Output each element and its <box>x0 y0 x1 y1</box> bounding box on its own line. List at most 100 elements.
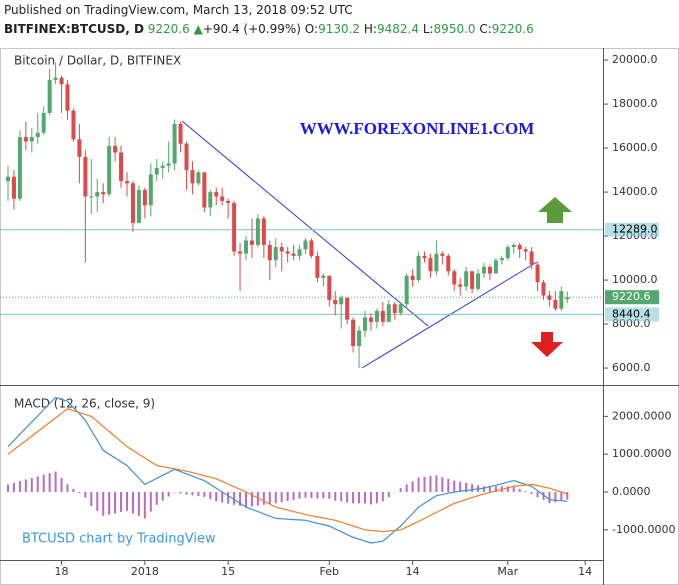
histogram-bar <box>203 491 206 497</box>
histogram-bar <box>465 482 468 492</box>
x-tick-label: 14 <box>406 565 420 578</box>
candle-body <box>476 273 481 289</box>
up-mark: ▲ <box>193 22 203 36</box>
candle-body <box>6 176 10 182</box>
y-tick-label: 1000.0000 <box>612 447 672 460</box>
histogram-bar <box>328 491 331 499</box>
histogram-bar <box>358 491 361 504</box>
candle-body <box>392 304 397 314</box>
candle-body <box>11 176 16 199</box>
candle-body <box>321 275 326 278</box>
candle-body <box>303 240 308 250</box>
low-value: 8950.0 <box>433 22 476 36</box>
histogram-bar <box>548 491 551 504</box>
histogram-bar <box>387 491 390 498</box>
histogram-bar <box>542 491 545 500</box>
candle-body <box>249 240 254 245</box>
histogram-bar <box>381 491 384 502</box>
candle-body <box>35 132 40 138</box>
candle-body <box>160 165 165 168</box>
candle-body <box>357 330 362 347</box>
candle-body <box>309 240 314 256</box>
candle-body <box>297 249 302 256</box>
candle-body <box>547 295 552 300</box>
candle-body <box>529 251 534 265</box>
candle-body <box>107 145 112 195</box>
histogram-bar <box>364 491 366 504</box>
histogram-bar <box>375 491 378 504</box>
histogram-bar <box>429 476 432 492</box>
candle-body <box>339 297 344 305</box>
change: +90.4 (+0.99%) <box>202 22 301 36</box>
x-tick-label: 15 <box>221 565 235 578</box>
candle-body <box>244 240 248 254</box>
candle-body <box>101 192 106 195</box>
histogram-bar <box>54 471 57 492</box>
candle-body <box>541 282 546 296</box>
histogram-bar <box>90 491 93 506</box>
histogram-bar <box>161 491 164 501</box>
histogram-bar <box>268 491 271 505</box>
y-tick-label: 10000.0 <box>612 273 658 286</box>
candle-body <box>136 189 141 223</box>
y-tick-label: 0.0000 <box>612 485 651 498</box>
histogram-bar <box>179 491 182 494</box>
histogram-bar <box>411 481 414 492</box>
histogram-bar <box>42 474 45 492</box>
histogram-bar <box>185 491 188 495</box>
histogram-bar <box>102 491 105 516</box>
histogram-bar <box>239 491 242 506</box>
open-label: O: <box>304 22 319 36</box>
candle-body <box>464 271 469 287</box>
histogram-bar <box>352 491 355 504</box>
histogram-bar <box>191 491 194 496</box>
candle-body <box>41 112 46 133</box>
y-tick-label: 2000.0000 <box>612 409 672 422</box>
candle-body <box>214 192 219 197</box>
candle-body <box>47 79 52 113</box>
candle-body <box>315 255 320 278</box>
candle-body <box>178 123 183 144</box>
y-tick-label: -1000.0000 <box>612 523 675 536</box>
histogram-bar <box>250 491 253 507</box>
histogram-bar <box>149 491 152 512</box>
candle-body <box>487 266 492 274</box>
candle-body <box>553 299 558 309</box>
histogram-bar <box>215 491 218 502</box>
candle-body <box>410 275 415 281</box>
candle-body <box>23 137 28 142</box>
high-label: H: <box>363 22 377 36</box>
candle-body <box>404 275 409 305</box>
histogram-bar <box>292 491 295 500</box>
histogram-bar <box>209 491 212 500</box>
candle-body <box>17 137 22 199</box>
histogram-bar <box>435 475 438 492</box>
level-label: 8440.4 <box>612 307 651 320</box>
candle-body <box>327 275 332 300</box>
candle-body <box>505 247 510 259</box>
credit: BTCUSD chart by TradingView <box>22 532 216 547</box>
histogram-bar <box>256 491 259 506</box>
histogram-bar <box>471 484 474 492</box>
candle-body <box>184 143 189 171</box>
candle-body <box>380 310 385 322</box>
candle-body <box>130 183 135 223</box>
histogram-bar <box>447 478 450 492</box>
symbol-bar: BITFINEX:BTCUSD, D 9220.6 ▲+90.4 (+0.99%… <box>4 22 534 36</box>
x-tick-label: Mar <box>497 565 518 578</box>
candle-body <box>220 196 225 201</box>
candle-body <box>267 244 272 261</box>
histogram-bar <box>126 491 128 511</box>
candle-body <box>95 192 100 197</box>
candle-body <box>285 251 290 254</box>
candle-body <box>273 247 278 261</box>
histogram-bar <box>453 480 456 492</box>
histogram-bar <box>346 491 349 503</box>
histogram-bar <box>334 491 337 501</box>
histogram-bar <box>417 477 420 492</box>
histogram-bar <box>18 481 21 492</box>
histogram-bar <box>143 491 146 519</box>
y-tick-label: 6000.0 <box>612 361 651 374</box>
high-value: 9482.4 <box>376 22 419 36</box>
